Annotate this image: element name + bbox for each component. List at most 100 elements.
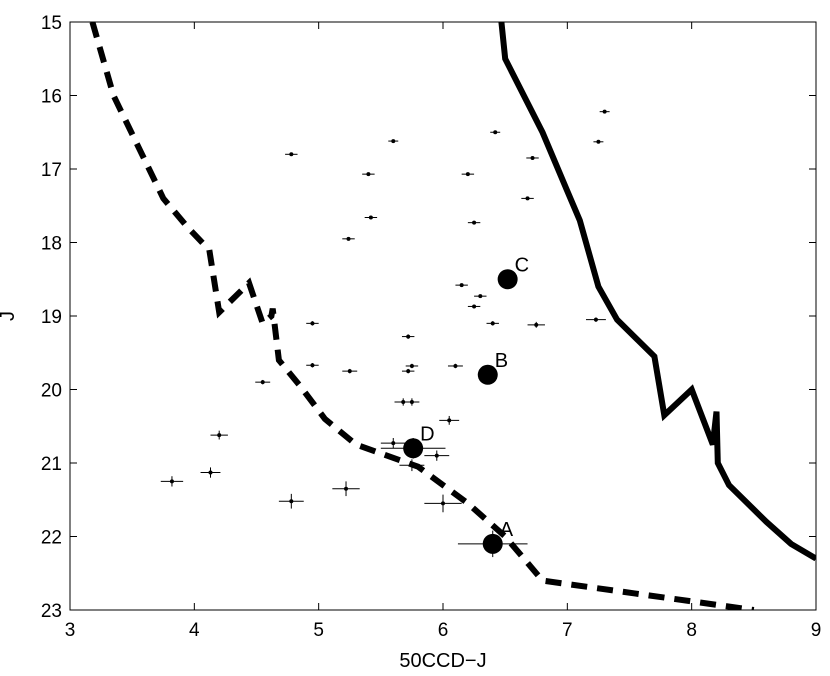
field-star-point	[362, 172, 375, 177]
field-star-marker	[472, 304, 477, 309]
x-tick-label: 3	[65, 620, 76, 641]
field-star-marker	[472, 220, 477, 225]
field-star-marker	[208, 470, 213, 475]
field-star-marker	[493, 130, 498, 135]
y-tick-label: 15	[41, 13, 62, 34]
field-star-marker	[368, 215, 373, 220]
field-star-marker	[447, 418, 452, 423]
field-star-point	[404, 398, 420, 406]
labeled-point-label: D	[420, 423, 434, 445]
dashed-curve	[89, 22, 755, 610]
y-tick-label: 21	[41, 454, 62, 475]
field-star-marker	[534, 322, 539, 327]
y-axis-title: J	[0, 311, 19, 321]
field-star-marker	[310, 363, 315, 368]
field-star-point	[405, 363, 419, 369]
field-star-point	[585, 317, 606, 322]
field-star-point	[486, 321, 499, 326]
y-tick-label: 19	[41, 307, 62, 328]
model-curves	[89, 22, 816, 610]
field-star-marker	[530, 155, 535, 160]
field-star-marker	[217, 433, 222, 438]
labeled-point-label: C	[515, 254, 529, 276]
x-tick-label: 7	[562, 620, 573, 641]
field-star-marker	[478, 294, 483, 299]
axis-ticks: 3 4 5 6 7 8 9 15 16 17 18 19 20 21 22 23	[41, 13, 821, 641]
field-star-marker	[289, 499, 294, 504]
field-star-marker	[347, 369, 352, 374]
field-star-point	[342, 368, 358, 374]
field-star-point	[593, 139, 604, 144]
field-star-point	[255, 379, 271, 385]
y-tick-label: 23	[41, 601, 62, 622]
field-star-point	[210, 430, 228, 440]
x-axis-title: 50CCD−J	[399, 650, 486, 672]
field-star-point	[490, 130, 501, 135]
field-star-point	[278, 493, 304, 509]
labeled-point-marker	[477, 364, 498, 385]
labeled-point-a: A	[457, 519, 528, 558]
field-star-marker	[596, 139, 601, 144]
field-star-point	[332, 481, 360, 497]
field-star-point	[380, 438, 406, 449]
y-tick-label: 22	[41, 528, 62, 549]
labeled-point-marker	[497, 269, 518, 290]
field-star-point	[439, 415, 460, 425]
labeled-point-c: C	[497, 254, 529, 290]
field-star-point	[200, 467, 221, 478]
x-tick-label: 9	[811, 620, 822, 641]
field-star-point	[399, 459, 425, 472]
field-star-point	[599, 109, 610, 114]
field-star-point	[285, 152, 298, 157]
field-star-point	[467, 304, 481, 309]
field-star-point	[401, 334, 415, 339]
field-star-point	[306, 321, 319, 326]
x-tick-label: 4	[189, 620, 200, 641]
field-star-marker	[465, 172, 470, 177]
solid-curve	[498, 22, 816, 562]
labeled-point-b: B	[477, 350, 508, 385]
x-tick-label: 5	[313, 620, 324, 641]
labeled-point-marker	[403, 438, 424, 459]
field-star-marker	[366, 172, 371, 177]
field-star-point	[521, 196, 534, 201]
y-tick-label: 16	[41, 87, 62, 108]
field-star-marker	[310, 321, 315, 326]
field-star-point	[306, 363, 319, 368]
data-markers: A B C D	[160, 109, 610, 558]
field-star-marker	[525, 196, 530, 201]
field-star-marker	[260, 380, 265, 385]
labeled-point-label: B	[495, 350, 508, 372]
field-star-marker	[409, 363, 414, 368]
field-star-point	[455, 283, 468, 288]
x-tick-label: 6	[438, 620, 449, 641]
field-star-marker	[391, 441, 396, 446]
y-tick-label: 18	[41, 234, 62, 255]
field-star-point	[474, 294, 487, 299]
field-star-marker	[406, 369, 411, 374]
plot-background	[70, 22, 816, 610]
labeled-point-label: A	[500, 519, 514, 541]
field-star-marker	[459, 283, 464, 288]
y-tick-label: 17	[41, 160, 62, 181]
field-star-point	[364, 215, 378, 220]
field-star-point	[461, 172, 475, 177]
labeled-point-marker	[482, 533, 503, 554]
field-star-marker	[602, 109, 607, 114]
field-star-point	[424, 450, 450, 461]
field-star-marker	[490, 321, 495, 326]
field-star-point	[527, 321, 545, 328]
field-star-marker	[169, 479, 174, 484]
field-star-marker	[406, 334, 411, 339]
field-star-marker	[434, 453, 439, 458]
field-star-marker	[593, 317, 598, 322]
field-star-point	[401, 368, 415, 374]
field-star-marker	[409, 399, 414, 404]
field-star-marker	[391, 139, 396, 144]
field-star-point	[467, 220, 481, 225]
field-star-point	[447, 363, 463, 369]
x-tick-label: 8	[686, 620, 697, 641]
y-tick-label: 20	[41, 381, 62, 402]
field-star-marker	[346, 236, 351, 241]
